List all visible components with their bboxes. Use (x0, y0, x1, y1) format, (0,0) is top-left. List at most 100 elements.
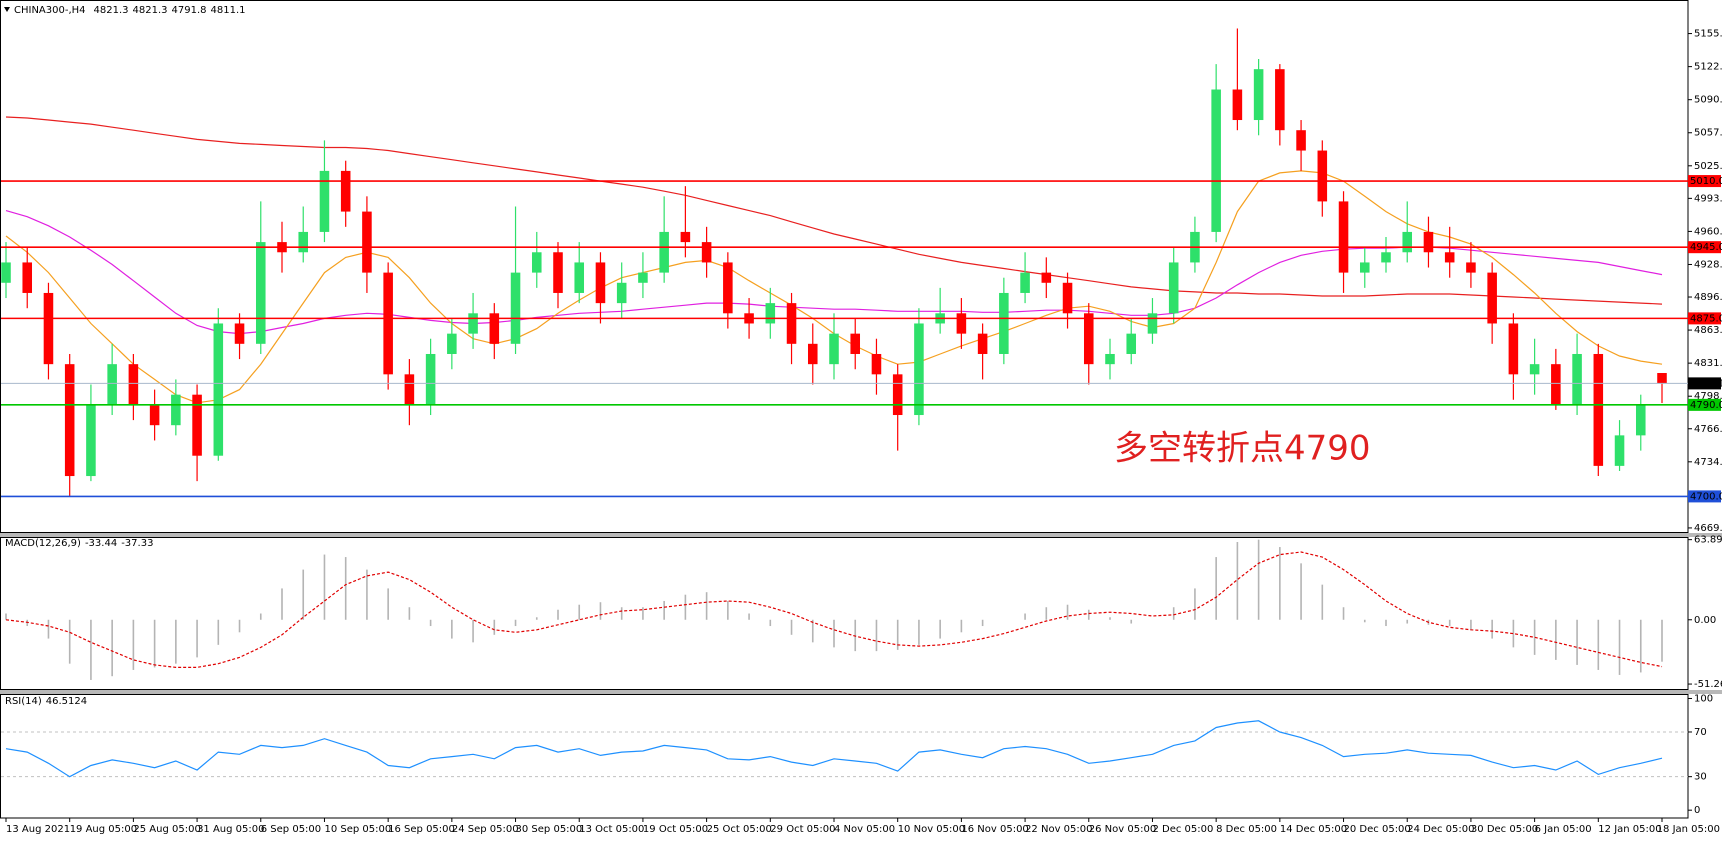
candle-body (213, 323, 224, 456)
candle-body (171, 394, 181, 426)
level-label-box (1688, 490, 1721, 503)
x-tick-label: 13 Aug 2021 (6, 824, 70, 835)
candle-body (765, 303, 776, 324)
macd-bar (535, 617, 538, 620)
macd-bar (1194, 588, 1196, 620)
candle-body (1062, 282, 1073, 314)
candle-body (1444, 252, 1455, 263)
level-label-box (1688, 241, 1721, 254)
x-tick-label: 10 Nov 05:00 (898, 824, 965, 835)
macd-bar (451, 619, 453, 639)
macd-bar (1512, 619, 1515, 648)
last-price-box (1688, 377, 1721, 390)
signal-line (5, 551, 1663, 668)
candle-body (956, 313, 967, 334)
macd-bar (854, 619, 857, 652)
candle-body (1381, 252, 1391, 263)
y-tick-label: 4669.0 (1694, 523, 1722, 534)
macd-bar (344, 557, 347, 620)
candle-body (128, 364, 139, 405)
y-tick-label: 5090.0 (1694, 95, 1722, 106)
y-tick-label: 4928.0 (1694, 259, 1722, 270)
macd-bar (323, 554, 326, 620)
macd-bar (1087, 609, 1090, 620)
candle-body (340, 170, 351, 212)
candle-body (999, 292, 1009, 354)
candle-body (1635, 404, 1646, 436)
candle-body (701, 242, 712, 263)
candle-body (574, 262, 585, 293)
last-low: 4791.8 (172, 5, 207, 16)
macd-bar (1661, 619, 1663, 662)
macd-bar (1342, 607, 1345, 620)
price-header: CHINA300-,H4 4821.3 4821.3 4791.8 4811.1 (14, 5, 246, 16)
level-label-box (1688, 398, 1721, 411)
macd-bar (1300, 563, 1302, 620)
x-tick-label: 24 Sep 05:00 (452, 824, 519, 835)
rsi-title: RSI(14) (5, 696, 42, 707)
y-tick-label: 63.89 (1694, 535, 1722, 546)
price-panel (0, 0, 1689, 533)
menu-icon (4, 7, 10, 12)
candle-body (1338, 201, 1349, 273)
symbol: CHINA300-,H4 (14, 5, 86, 16)
macd-bar (1257, 539, 1260, 620)
macd-bar (5, 613, 7, 620)
candle-body (638, 272, 648, 283)
macd-bar (238, 619, 241, 633)
macd-bar (1109, 617, 1111, 620)
macd-bar (642, 607, 644, 620)
macd-bar (472, 619, 474, 643)
macd-bar (68, 619, 71, 664)
candle-body (553, 252, 563, 293)
y-tick-label: 4896.0 (1694, 292, 1722, 303)
macd-bar (875, 619, 878, 652)
y-tick-label: 5025.0 (1694, 161, 1722, 172)
x-tick-label: 30 Dec 05:00 (1471, 824, 1538, 835)
last-price-label: 4811.1 (1690, 378, 1722, 389)
macd-bar (663, 600, 665, 620)
x-tick-label: 30 Sep 05:00 (516, 824, 583, 835)
candle-body (489, 313, 500, 344)
candle-body (531, 252, 542, 273)
candle-body (659, 231, 669, 273)
moving-average (5, 116, 1663, 305)
macd-panel (0, 537, 1689, 690)
candle-body (786, 303, 797, 344)
x-tick-label: 4 Nov 05:00 (834, 824, 895, 835)
macd-bar (90, 619, 92, 680)
macd-bar (1321, 584, 1324, 620)
x-tick-label: 8 Dec 05:00 (1216, 824, 1277, 835)
x-tick-label: 12 Jan 05:00 (1598, 824, 1661, 835)
candle-body (892, 374, 903, 416)
candle-body (914, 323, 924, 416)
y-tick-label: 0.00 (1694, 615, 1716, 626)
macd-bar (1385, 619, 1387, 627)
macd-bar (1279, 547, 1281, 620)
candle-body (1, 262, 11, 283)
candle-body (1041, 272, 1052, 283)
x-tick-label: 13 Oct 05:00 (579, 824, 644, 835)
macd-bar (833, 619, 835, 648)
candle-body (255, 242, 266, 344)
candle-body (1508, 323, 1519, 375)
y-tick-label: 0 (1694, 805, 1700, 816)
macd-bar (1172, 607, 1175, 620)
candle-body (149, 404, 160, 426)
y-tick-label: 70 (1694, 727, 1707, 738)
last-open: 4821.3 (94, 5, 129, 16)
candle-body (1529, 364, 1540, 375)
candle-body (447, 333, 457, 354)
macd-bar (1576, 619, 1578, 665)
candle-body (1168, 262, 1179, 314)
level-label: 4790.0 (1690, 400, 1722, 411)
candle-body (680, 231, 691, 243)
macd-bar (153, 619, 156, 668)
candle-body (510, 272, 521, 344)
macd-bar (408, 607, 411, 620)
candle-body (234, 323, 245, 344)
candle-body (1147, 313, 1158, 334)
macd-bar (429, 619, 432, 627)
